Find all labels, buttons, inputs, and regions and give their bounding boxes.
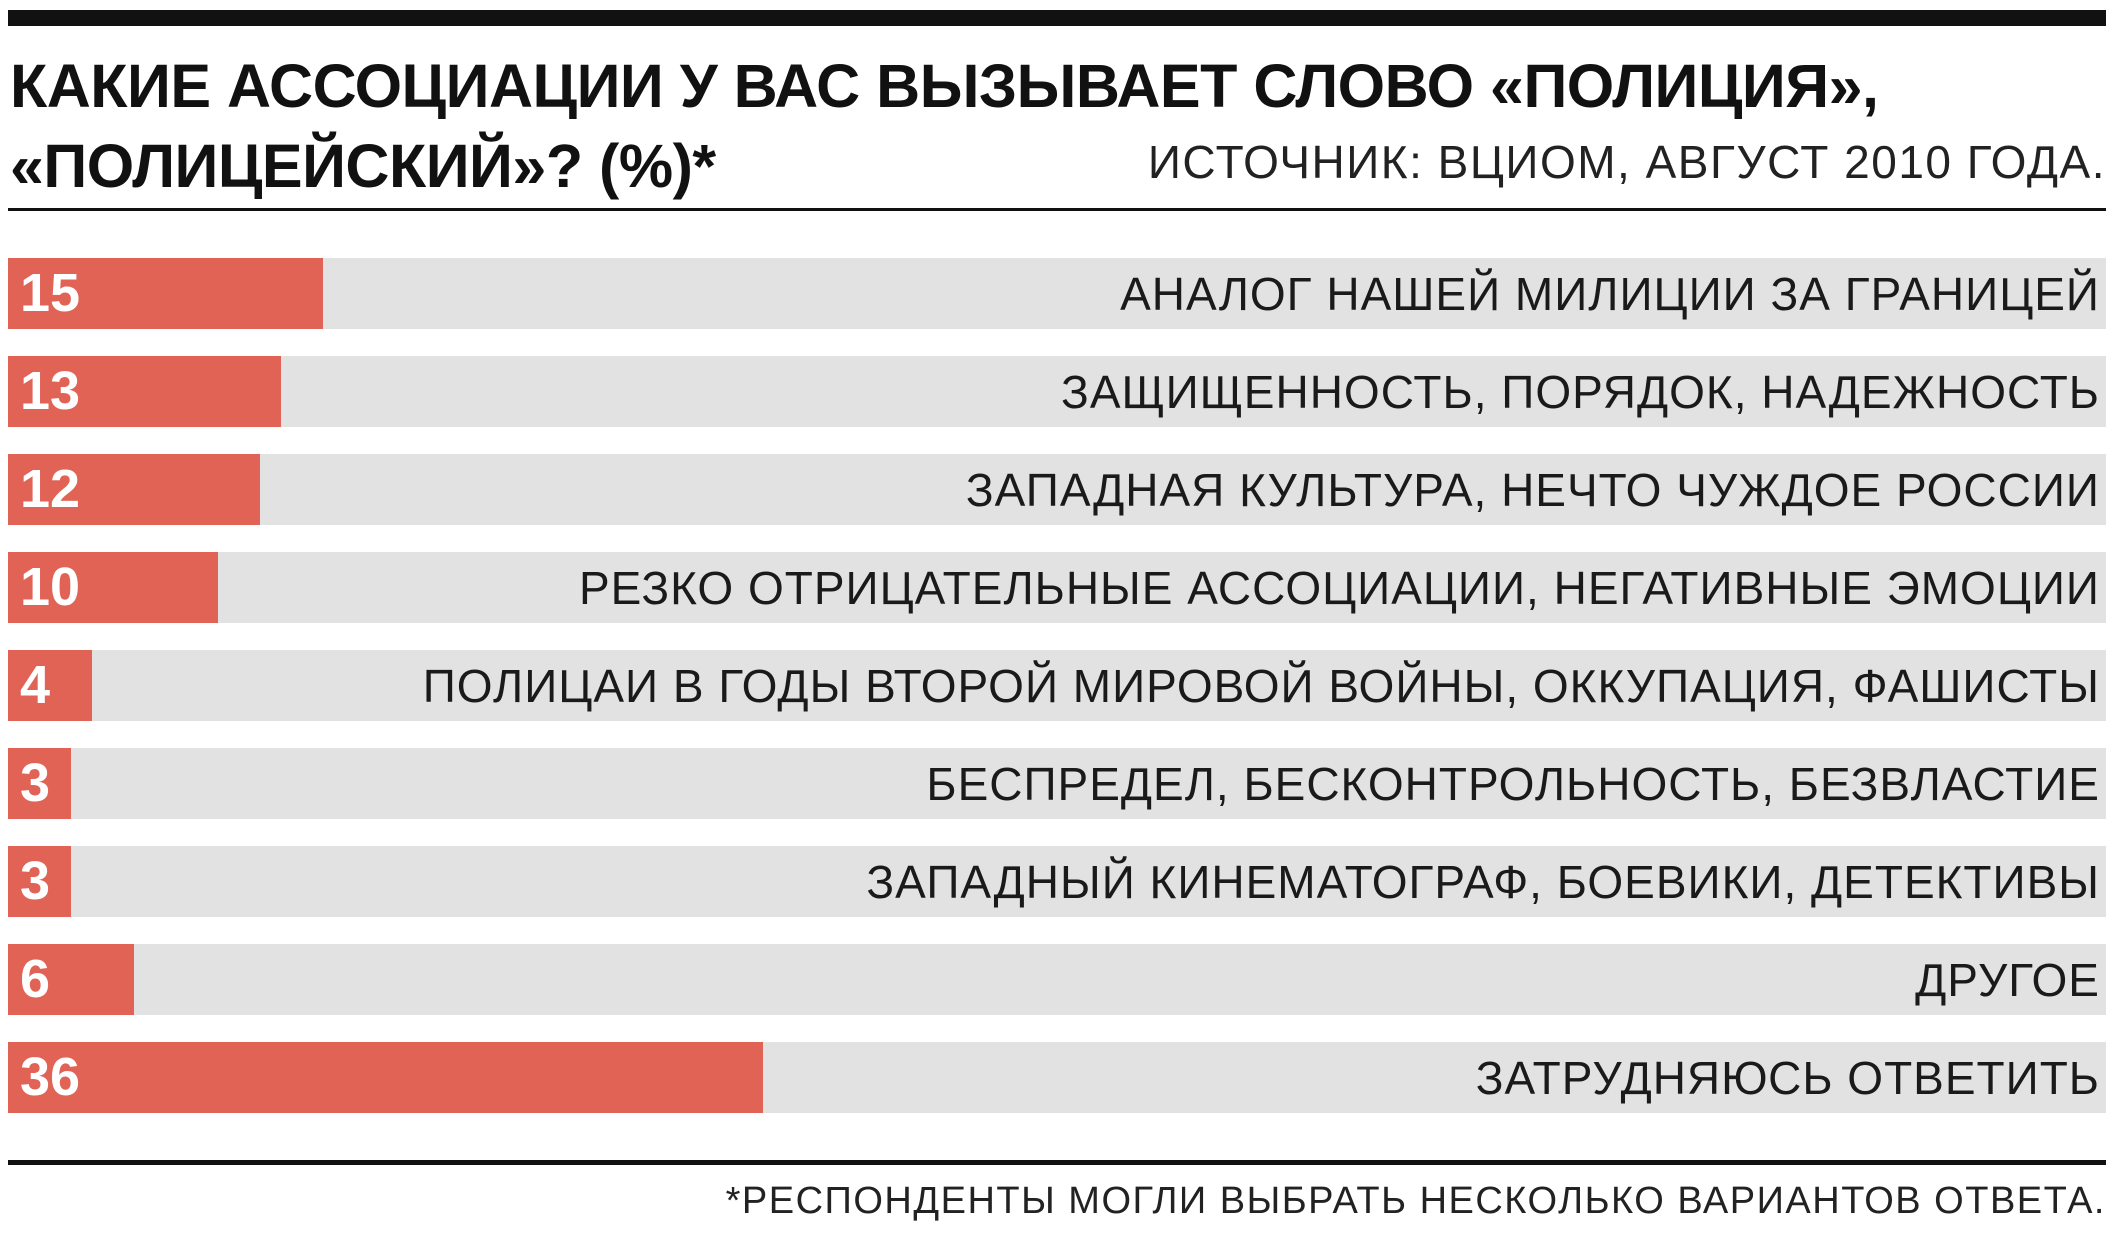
bar-value-label: 3: [20, 851, 51, 911]
bar-value-label: 13: [20, 361, 81, 421]
category-label: ДРУГОЕ: [1915, 954, 2100, 1006]
category-label: ЗАЩИЩЕННОСТЬ, ПОРЯДОК, НАДЕЖНОСТЬ: [1061, 366, 2100, 418]
bar: [8, 454, 260, 525]
bar-row: 6 ДРУГОЕ: [8, 944, 2106, 1015]
bar: [8, 552, 218, 623]
bar: [8, 356, 281, 427]
bottom-rule: [8, 1160, 2106, 1165]
chart-title: КАКИЕ АССОЦИАЦИИ У ВАС ВЫЗЫВАЕТ СЛОВО «П…: [10, 46, 2100, 206]
bar-row: 12 ЗАПАДНАЯ КУЛЬТУРА, НЕЧТО ЧУЖДОЕ РОССИИ: [8, 454, 2106, 525]
bar-row: 13 ЗАЩИЩЕННОСТЬ, ПОРЯДОК, НАДЕЖНОСТЬ: [8, 356, 2106, 427]
category-label: ЗАТРУДНЯЮСЬ ОТВЕТИТЬ: [1475, 1052, 2100, 1104]
category-label: ЗАПАДНАЯ КУЛЬТУРА, НЕЧТО ЧУЖДОЕ РОССИИ: [965, 464, 2100, 516]
chart-title-line-2: «ПОЛИЦЕЙСКИЙ»? (%)*: [10, 132, 716, 200]
category-label: АНАЛОГ НАШЕЙ МИЛИЦИИ ЗА ГРАНИЦЕЙ: [1120, 268, 2100, 320]
bar: [8, 846, 71, 917]
bar-chart: 15 АНАЛОГ НАШЕЙ МИЛИЦИИ ЗА ГРАНИЦЕЙ 13 ЗАЩИ…: [8, 258, 2106, 1118]
bar-row: 3 ЗАПАДНЫЙ КИНЕМАТОГРАФ, БОЕВИКИ, ДЕТЕКТИ…: [8, 846, 2106, 917]
source-note: ИСТОЧНИК: ВЦИОМ, АВГУСТ 2010 ГОДА.: [1147, 136, 2106, 188]
bar: [8, 650, 92, 721]
chart-title-line-1: КАКИЕ АССОЦИАЦИИ У ВАС ВЫЗЫВАЕТ СЛОВО «П…: [10, 52, 1879, 120]
top-rule: [8, 10, 2106, 26]
bar-value-label: 6: [20, 949, 51, 1009]
bar: [8, 258, 323, 329]
bar-value-label: 4: [20, 655, 51, 715]
bar-value-label: 12: [20, 459, 81, 519]
bar-value-label: 15: [20, 263, 81, 323]
header-divider: [8, 208, 2106, 211]
bar-row: 10 РЕЗКО ОТРИЦАТЕЛЬНЫЕ АССОЦИАЦИИ, НЕГАТИ…: [8, 552, 2106, 623]
bar-row: 36 ЗАТРУДНЯЮСЬ ОТВЕТИТЬ: [8, 1042, 2106, 1113]
bar-row: 15 АНАЛОГ НАШЕЙ МИЛИЦИИ ЗА ГРАНИЦЕЙ: [8, 258, 2106, 329]
bar-row: 4 ПОЛИЦАИ В ГОДЫ ВТОРОЙ МИРОВОЙ ВОЙНЫ, ОК…: [8, 650, 2106, 721]
bar: [8, 944, 134, 1015]
category-label: БЕСПРЕДЕЛ, БЕСКОНТРОЛЬНОСТЬ, БЕЗВЛАСТИЕ: [926, 758, 2100, 810]
bar-value-label: 3: [20, 753, 51, 813]
category-label: ПОЛИЦАИ В ГОДЫ ВТОРОЙ МИРОВОЙ ВОЙНЫ, ОКК…: [422, 660, 2100, 712]
bar-row: 3 БЕСПРЕДЕЛ, БЕСКОНТРОЛЬНОСТЬ, БЕЗВЛАСТИЕ: [8, 748, 2106, 819]
category-label: РЕЗКО ОТРИЦАТЕЛЬНЫЕ АССОЦИАЦИИ, НЕГАТИВН…: [578, 562, 2100, 614]
footnote: *РЕСПОНДЕНТЫ МОГЛИ ВЫБРАТЬ НЕСКОЛЬКО ВАР…: [725, 1180, 2106, 1222]
bar: [8, 1042, 763, 1113]
bar-value-label: 10: [20, 557, 81, 617]
category-label: ЗАПАДНЫЙ КИНЕМАТОГРАФ, БОЕВИКИ, ДЕТЕКТИВ…: [866, 856, 2100, 908]
bar-value-label: 36: [20, 1047, 81, 1107]
bar: [8, 748, 71, 819]
